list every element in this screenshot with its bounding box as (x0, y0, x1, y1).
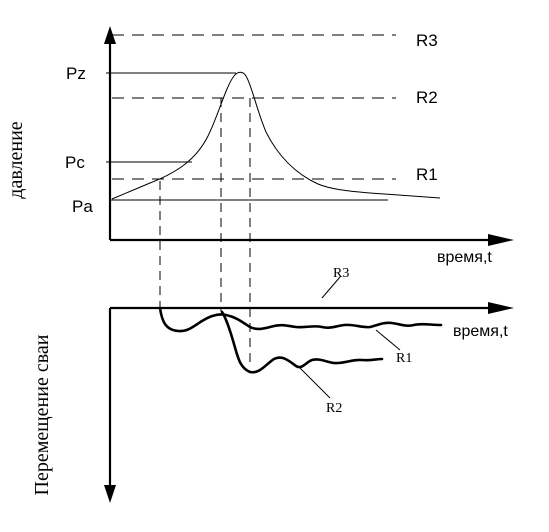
displacement-x-axis-arrow (488, 302, 514, 314)
r2-curve-label: R2 (326, 401, 342, 416)
pressure-x-axis-arrow (488, 234, 514, 246)
r3-label: R3 (416, 31, 438, 50)
pressure-curve (111, 71, 441, 200)
pressure-y-axis-label: давление (5, 121, 27, 198)
r3-curve-label: R3 (333, 266, 349, 281)
pz-label: Pz (66, 64, 86, 83)
pc-label: Pc (65, 153, 85, 172)
r1-leader-line (375, 329, 401, 351)
r1-label: R1 (416, 165, 438, 184)
pressure-x-axis-label: время,t (437, 249, 492, 266)
r2-displacement-curve (220, 310, 384, 374)
r2-label: R2 (416, 88, 438, 107)
displacement-y-axis-arrow (104, 485, 116, 503)
r1-displacement-curve (158, 306, 443, 333)
pressure-chart: давление Pz Pc Pa R3 R2 R1 время,t (5, 26, 514, 368)
pa-label: Pa (72, 197, 93, 216)
displacement-x-axis-label: время,t (453, 323, 508, 340)
r2-leader-line (299, 367, 331, 399)
pressure-y-axis-arrow (104, 26, 116, 44)
displacement-y-axis-label: Перемещение сваи (31, 334, 53, 495)
displacement-chart: Перемещение сваи R3 R1 R2 время,t (31, 266, 514, 503)
r3-leader-line (321, 276, 341, 299)
r1-curve-label: R1 (396, 351, 412, 366)
